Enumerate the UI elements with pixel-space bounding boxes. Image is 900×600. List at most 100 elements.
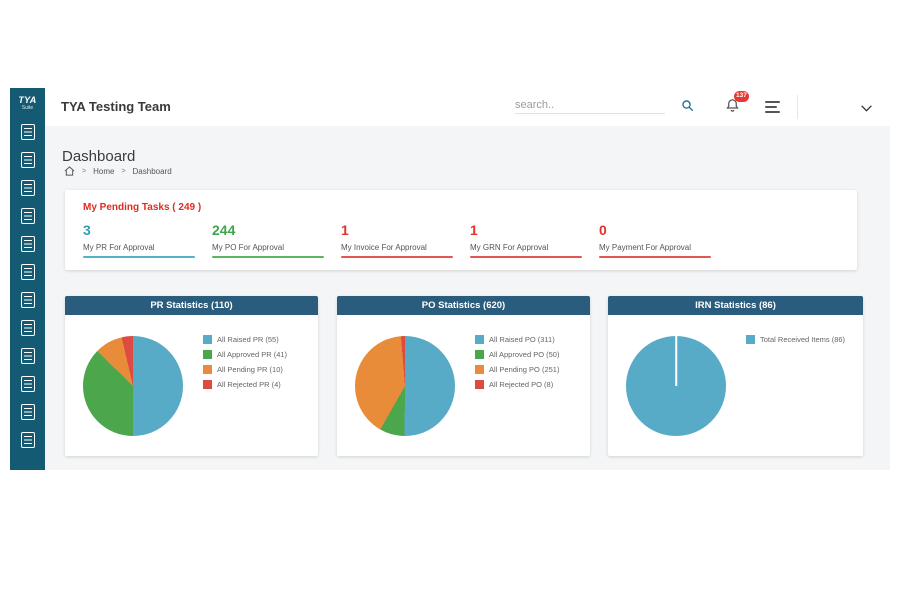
legend-swatch: [203, 335, 212, 344]
document-icon: [20, 376, 35, 392]
sidebar-item-11[interactable]: [10, 398, 45, 426]
stat-underline: [83, 256, 195, 258]
sidebar-item-9[interactable]: [10, 342, 45, 370]
chart-legend: All Raised PR (55) All Approved PR (41) …: [203, 335, 287, 389]
pr-statistics-card: PR Statistics (110) All Raised PR (55) A…: [65, 296, 318, 456]
page-title: Dashboard: [62, 148, 136, 166]
document-icon: [20, 236, 35, 252]
legend-item: All Approved PO (50): [475, 350, 559, 359]
notification-bell-icon[interactable]: [725, 98, 740, 116]
legend-label: All Rejected PR (4): [217, 380, 281, 389]
top-bar: TYA Testing Team 137: [45, 88, 890, 127]
stat-value: 0: [599, 222, 607, 238]
stat-value: 1: [470, 222, 478, 238]
stat-pr-approval[interactable]: 3 My PR For Approval: [83, 223, 212, 258]
stat-label: My PO For Approval: [212, 243, 285, 252]
topbar-divider: [797, 95, 798, 119]
sidebar-item-3[interactable]: [10, 174, 45, 202]
legend-item: Total Received Items (86): [746, 335, 845, 344]
sidebar-item-8[interactable]: [10, 314, 45, 342]
legend-swatch: [475, 365, 484, 374]
document-icon: [20, 264, 35, 280]
chart-body: Total Received Items (86): [608, 315, 863, 456]
legend-swatch: [746, 335, 755, 344]
po-pie-chart: [355, 335, 455, 436]
chart-body: All Raised PO (311) All Approved PO (50)…: [337, 315, 590, 456]
stat-payment-approval[interactable]: 0 My Payment For Approval: [599, 223, 728, 258]
sidebar-item-1[interactable]: [10, 118, 45, 146]
logo-text: TYA: [18, 94, 37, 105]
stat-value: 1: [341, 222, 349, 238]
legend-label: All Pending PR (10): [217, 365, 283, 374]
sidebar: TYA Suite: [10, 88, 45, 470]
sidebar-item-6[interactable]: [10, 258, 45, 286]
legend-item: All Pending PR (10): [203, 365, 287, 374]
legend-swatch: [475, 335, 484, 344]
stat-invoice-approval[interactable]: 1 My Invoice For Approval: [341, 223, 470, 258]
legend-swatch: [203, 380, 212, 389]
chart-title: IRN Statistics (86): [608, 296, 863, 315]
legend-item: All Approved PR (41): [203, 350, 287, 359]
stat-label: My Invoice For Approval: [341, 243, 427, 252]
stat-label: My Payment For Approval: [599, 243, 692, 252]
stat-label: My GRN For Approval: [470, 243, 549, 252]
main-content: Dashboard > Home > Dashboard My Pending …: [45, 126, 890, 470]
po-statistics-card: PO Statistics (620) All Raised PO (311) …: [337, 296, 590, 456]
search-icon[interactable]: [681, 99, 694, 115]
pending-tasks-title: My Pending Tasks ( 249 ): [83, 202, 202, 213]
sidebar-item-12[interactable]: [10, 426, 45, 454]
document-icon: [20, 152, 35, 168]
chart-title: PR Statistics (110): [65, 296, 318, 315]
irn-statistics-card: IRN Statistics (86) Total Received Items…: [608, 296, 863, 456]
legend-item: All Raised PR (55): [203, 335, 287, 344]
document-icon: [20, 348, 35, 364]
legend-label: All Approved PR (41): [217, 350, 288, 359]
pie-slice-divider: [675, 335, 677, 386]
pending-stats-row: 3 My PR For Approval 244 My PO For Appro…: [83, 223, 857, 258]
document-icon: [20, 180, 35, 196]
stat-grn-approval[interactable]: 1 My GRN For Approval: [470, 223, 599, 258]
document-icon: [20, 404, 35, 420]
legend-label: Total Received Items (86): [760, 335, 846, 344]
stat-underline: [470, 256, 582, 258]
legend-item: All Raised PO (311): [475, 335, 559, 344]
sidebar-item-10[interactable]: [10, 370, 45, 398]
sidebar-item-7[interactable]: [10, 286, 45, 314]
legend-swatch: [203, 350, 212, 359]
pr-pie-chart: [83, 335, 183, 436]
breadcrumb-separator: >: [121, 167, 126, 175]
document-icon: [20, 208, 35, 224]
legend-item: All Rejected PO (8): [475, 380, 559, 389]
search-input[interactable]: [515, 97, 665, 114]
legend-item: All Pending PO (251): [475, 365, 559, 374]
breadcrumb-home[interactable]: Home: [93, 166, 115, 176]
breadcrumb: > Home > Dashboard: [64, 166, 172, 176]
sidebar-item-2[interactable]: [10, 146, 45, 174]
stat-label: My PR For Approval: [83, 243, 155, 252]
app-title: TYA Testing Team: [61, 99, 171, 114]
sidebar-item-5[interactable]: [10, 230, 45, 258]
irn-pie-chart: [626, 335, 726, 436]
brand-logo: TYA Suite: [18, 88, 36, 118]
legend-swatch: [475, 350, 484, 359]
breadcrumb-separator: >: [82, 167, 87, 175]
stat-po-approval[interactable]: 244 My PO For Approval: [212, 223, 341, 258]
home-icon[interactable]: [64, 166, 75, 176]
sidebar-nav: [10, 118, 45, 454]
legend-item: All Rejected PR (4): [203, 380, 287, 389]
app-window: TYA Suite TYA Testing Team: [10, 88, 890, 470]
chart-body: All Raised PR (55) All Approved PR (41) …: [65, 315, 318, 456]
logo-subtext: Suite: [21, 104, 34, 111]
document-icon: [20, 432, 35, 448]
pending-tasks-card: My Pending Tasks ( 249 ) 3 My PR For App…: [65, 190, 857, 270]
chevron-down-icon[interactable]: [860, 101, 873, 116]
stat-value: 3: [83, 222, 91, 238]
document-icon: [20, 124, 35, 140]
stat-underline: [341, 256, 453, 258]
chart-legend: All Raised PO (311) All Approved PO (50)…: [475, 335, 559, 389]
sidebar-item-4[interactable]: [10, 202, 45, 230]
list-icon[interactable]: [765, 101, 780, 113]
legend-label: All Approved PO (50): [489, 350, 560, 359]
document-icon: [20, 320, 35, 336]
